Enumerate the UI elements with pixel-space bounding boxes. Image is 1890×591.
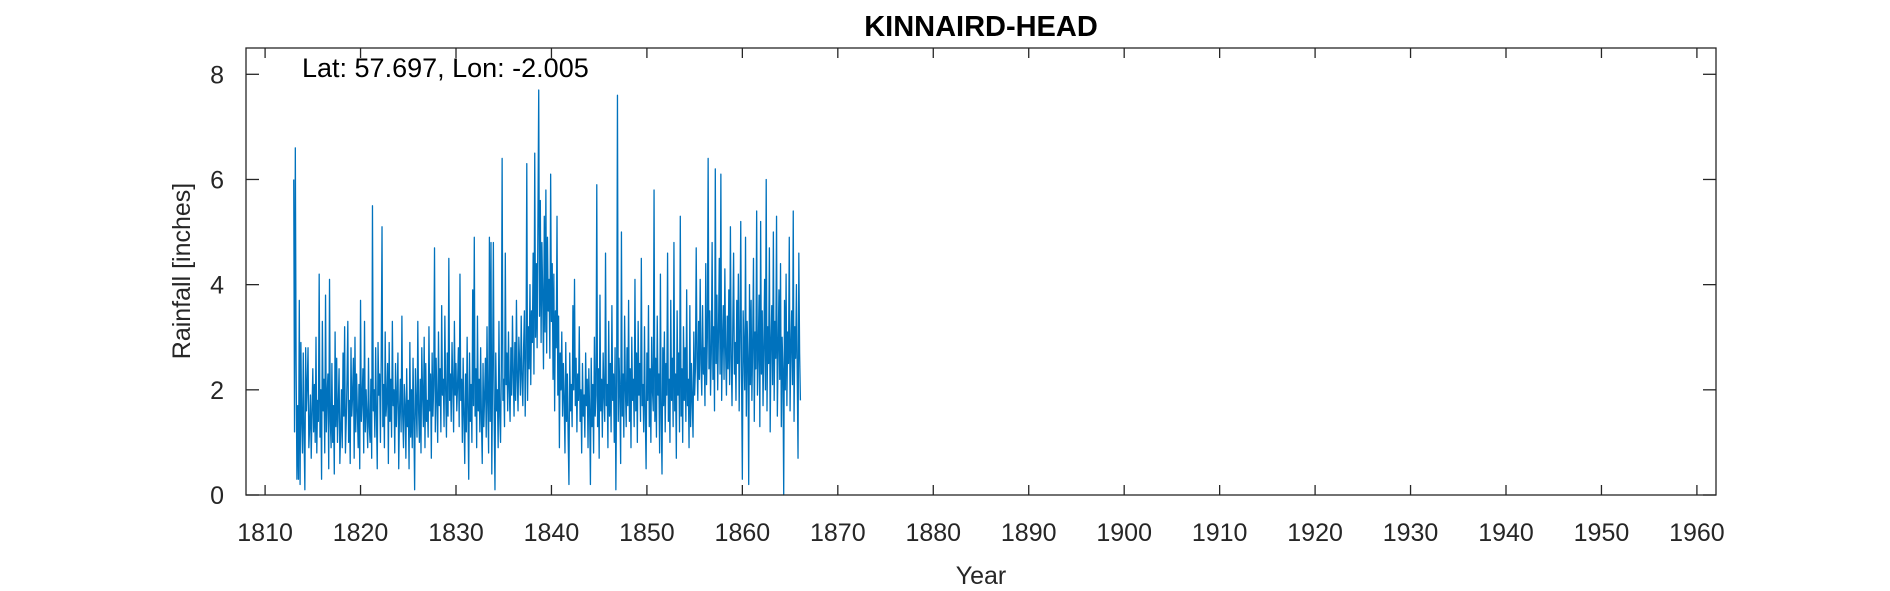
x-axis: 1810 1820 1830 1840 1850 1860 1870 1880 1890 1900…	[237, 48, 1725, 547]
x-tick-label: 1920	[1287, 519, 1343, 547]
x-tick-label: 1860	[715, 519, 771, 547]
y-axis: 0 2 4 6 8	[210, 61, 1716, 510]
x-tick-label: 1890	[1001, 519, 1057, 547]
series-layer	[293, 89, 802, 496]
y-axis-label: Rainfall [inches]	[168, 183, 196, 359]
x-tick-label: 1840	[524, 519, 580, 547]
y-tick-label: 6	[210, 166, 224, 194]
rainfall-series-line	[293, 89, 802, 496]
x-tick-label: 1930	[1383, 519, 1439, 547]
x-tick-label: 1960	[1669, 519, 1725, 547]
x-axis-label: Year	[956, 562, 1007, 590]
x-tick-label: 1850	[619, 519, 675, 547]
y-tick-label: 4	[210, 272, 224, 300]
location-annotation: Lat: 57.697, Lon: -2.005	[302, 53, 589, 83]
x-tick-label: 1950	[1574, 519, 1630, 547]
y-tick-label: 0	[210, 482, 224, 510]
x-tick-label: 1870	[810, 519, 866, 547]
x-tick-label: 1880	[905, 519, 961, 547]
x-tick-label: 1810	[237, 519, 293, 547]
y-tick-label: 2	[210, 377, 224, 405]
x-tick-label: 1910	[1192, 519, 1248, 547]
x-tick-label: 1900	[1096, 519, 1152, 547]
chart-title: KINNAIRD-HEAD	[864, 11, 1098, 43]
x-tick-label: 1820	[333, 519, 389, 547]
y-tick-label: 8	[210, 61, 224, 89]
x-tick-label: 1830	[428, 519, 484, 547]
x-tick-label: 1940	[1478, 519, 1534, 547]
axes-box	[245, 47, 1717, 496]
